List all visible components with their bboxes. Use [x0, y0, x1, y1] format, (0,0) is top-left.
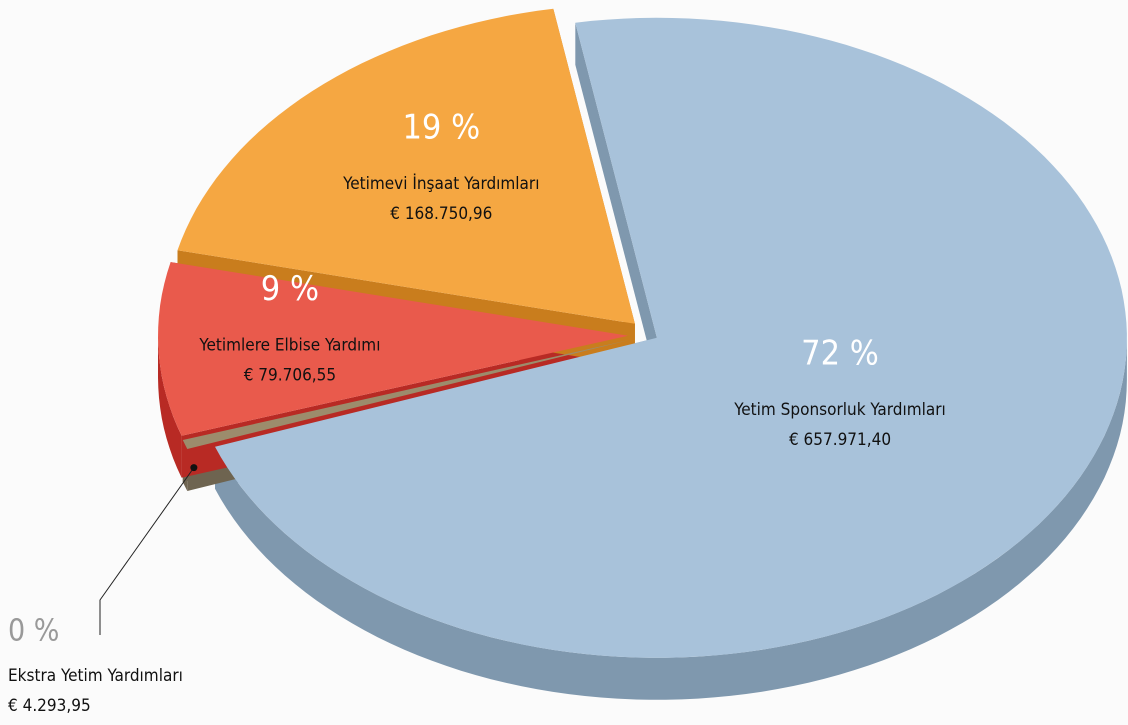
labels: 72 % Yetim Sponsorluk Yardımları € 657.971… — [8, 108, 946, 716]
value-label: € 168.750,96 — [390, 204, 492, 224]
pie-tops — [158, 8, 1127, 658]
slice-side — [158, 335, 182, 478]
category-label: Ekstra Yetim Yardımları — [8, 666, 183, 686]
leader-line — [99, 467, 195, 635]
slice — [177, 8, 635, 324]
slice-wall — [575, 22, 657, 380]
category-label: Yetimlere Elbise Yardımı — [198, 336, 380, 356]
value-label: € 79.706,55 — [244, 366, 336, 386]
slice — [158, 262, 628, 436]
slice — [182, 340, 630, 449]
value-label: € 4.293,95 — [8, 696, 91, 716]
percent-label: 9 % — [261, 269, 319, 309]
slice — [215, 17, 1127, 658]
percent-label: 0 % — [8, 614, 59, 649]
percent-label: 19 % — [402, 108, 480, 148]
value-label: € 657.971,40 — [789, 430, 891, 450]
category-label: Yetimevi İnşaat Yardımları — [342, 173, 539, 194]
category-label: Yetim Sponsorluk Yardımları — [733, 400, 946, 420]
leader-dot — [190, 464, 198, 472]
percent-label: 72 % — [801, 333, 879, 373]
